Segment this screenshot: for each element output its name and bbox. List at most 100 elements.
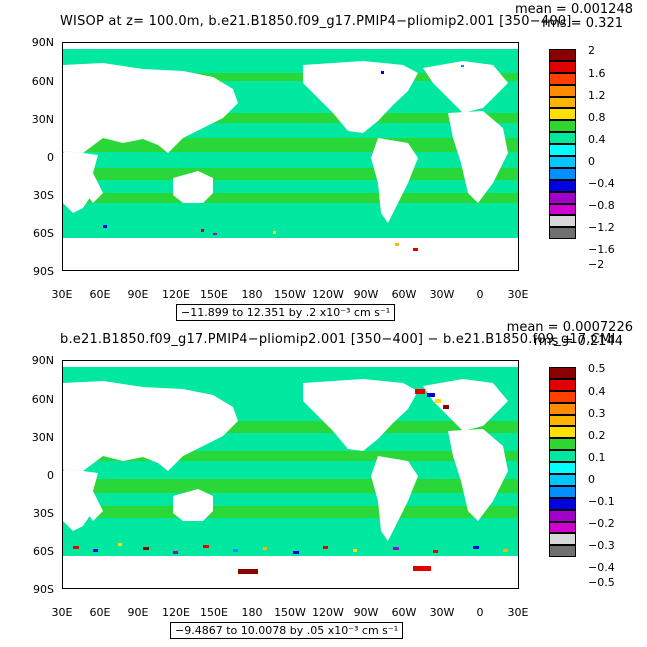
colorbar-label: 0.1: [588, 451, 606, 464]
lon-label: 180: [241, 606, 263, 619]
lat-label: 30S: [33, 189, 54, 202]
lon-label: 30E: [51, 606, 73, 619]
lon-label: 120W: [312, 288, 344, 301]
colorbar-swatch: [549, 462, 576, 475]
map-plot-area: [62, 42, 519, 271]
ocean-field-map: [63, 361, 518, 588]
lon-label: 120E: [162, 288, 190, 301]
colorbar-swatch: [549, 191, 576, 204]
colorbar: [549, 367, 576, 558]
lon-label: 90W: [353, 288, 379, 301]
colorbar-swatch: [549, 426, 576, 439]
lat-label: 0: [47, 151, 54, 164]
lat-label: 30S: [33, 507, 54, 520]
rms-value: rms = 0.321: [542, 16, 623, 31]
colorbar-swatch: [549, 156, 576, 168]
colorbar-label: −0.4: [588, 177, 615, 190]
colorbar-swatch: [549, 132, 576, 145]
colorbar-swatch: [549, 521, 576, 534]
lon-label: 90E: [127, 606, 149, 619]
colorbar-swatch: [549, 367, 576, 379]
colorbar-swatch: [549, 402, 576, 415]
lon-label: 180: [241, 288, 263, 301]
ocean-field-map: [63, 43, 518, 270]
mean-value: mean = 0.001248: [514, 2, 633, 17]
colorbar-label: 1.6: [588, 67, 606, 80]
colorbar: [549, 49, 576, 240]
colorbar-swatch: [549, 96, 576, 109]
panel-title: WISOP at z= 100.0m, b.e21.B1850.f09_g17.…: [60, 14, 572, 29]
colorbar-label: 1.2: [588, 89, 606, 102]
colorbar-swatch: [549, 378, 576, 391]
lon-label: 60W: [391, 606, 417, 619]
colorbar-swatch: [549, 533, 576, 546]
lon-label: 120W: [312, 606, 344, 619]
colorbar-swatch: [549, 390, 576, 403]
contour-range-label: −11.899 to 12.351 by .2 x10⁻³ cm s⁻¹: [176, 304, 396, 321]
colorbar-label: −1.2: [588, 221, 615, 234]
mean-value: mean = 0.0007226: [506, 320, 633, 335]
lat-label: 90N: [31, 354, 54, 367]
lat-label: 60N: [31, 393, 54, 406]
colorbar-label: 0.4: [588, 133, 606, 146]
lon-label: 0: [476, 606, 484, 619]
panel-title: b.e21.B1850.f09_g17.PMIP4−pliomip2.001 […: [60, 332, 616, 347]
colorbar-swatch: [549, 497, 576, 510]
colorbar-swatch: [549, 450, 576, 463]
colorbar-swatch: [549, 144, 576, 157]
lon-label: 60W: [391, 288, 417, 301]
colorbar-label: 2: [588, 44, 595, 57]
colorbar-swatch: [549, 179, 576, 192]
colorbar-label: −0.5: [588, 576, 615, 589]
colorbar-swatch: [549, 49, 576, 61]
lon-label: 30E: [507, 288, 529, 301]
colorbar-swatch: [549, 108, 576, 121]
lat-label: 90S: [33, 583, 54, 596]
colorbar-label: −0.3: [588, 539, 615, 552]
lon-label: 90W: [353, 606, 379, 619]
colorbar-swatch: [549, 60, 576, 73]
colorbar-label: 0.3: [588, 407, 606, 420]
lon-label: 60E: [89, 288, 111, 301]
lat-label: 90N: [31, 36, 54, 49]
colorbar-swatch: [549, 545, 576, 558]
colorbar-swatch: [549, 485, 576, 498]
colorbar-label: 0.2: [588, 429, 606, 442]
colorbar-swatch: [549, 509, 576, 522]
colorbar-label: −0.4: [588, 561, 615, 574]
colorbar-swatch: [549, 167, 576, 180]
colorbar-label: 0.5: [588, 362, 606, 375]
lon-label: 30W: [429, 288, 455, 301]
lat-label: 60N: [31, 75, 54, 88]
contour-range-label: −9.4867 to 10.0078 by .05 x10⁻³ cm s⁻¹: [170, 622, 404, 639]
lon-label: 30E: [507, 606, 529, 619]
colorbar-label: −2: [588, 258, 605, 271]
lon-label: 60E: [89, 606, 111, 619]
map-panel-bottom: b.e21.B1850.f09_g17.PMIP4−pliomip2.001 […: [0, 318, 647, 639]
colorbar-swatch: [549, 84, 576, 97]
lat-label: 30N: [31, 431, 54, 444]
colorbar-swatch: [549, 438, 576, 451]
colorbar-swatch: [549, 414, 576, 427]
map-plot-area: [62, 360, 519, 589]
lon-label: 0: [476, 288, 484, 301]
colorbar-label: 0.8: [588, 111, 606, 124]
lon-label: 150E: [200, 606, 228, 619]
colorbar-label: −0.8: [588, 199, 615, 212]
lon-label: 90E: [127, 288, 149, 301]
colorbar-swatch: [549, 227, 576, 240]
rms-value: rms = 0.2144: [533, 334, 623, 349]
colorbar-label: −0.2: [588, 517, 615, 530]
lat-label: 60S: [33, 545, 54, 558]
lon-label: 30E: [51, 288, 73, 301]
colorbar-swatch: [549, 203, 576, 216]
lon-label: 120E: [162, 606, 190, 619]
colorbar-label: 0: [588, 155, 595, 168]
lat-label: 30N: [31, 113, 54, 126]
colorbar-swatch: [549, 474, 576, 486]
map-panel-top: WISOP at z= 100.0m, b.e21.B1850.f09_g17.…: [0, 0, 647, 321]
lat-label: 0: [47, 469, 54, 482]
lon-label: 150W: [274, 606, 306, 619]
lon-label: 150E: [200, 288, 228, 301]
colorbar-label: 0: [588, 473, 595, 486]
